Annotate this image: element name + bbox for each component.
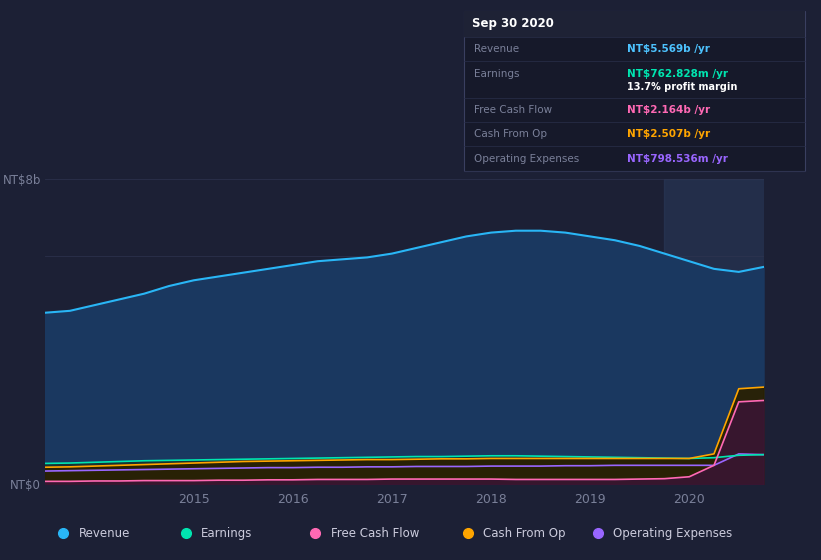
Text: 13.7% profit margin: 13.7% profit margin xyxy=(627,82,738,92)
Text: Revenue: Revenue xyxy=(79,527,130,540)
Text: Operating Expenses: Operating Expenses xyxy=(474,153,579,164)
Text: NT$5.569b /yr: NT$5.569b /yr xyxy=(627,44,710,54)
Text: Revenue: Revenue xyxy=(474,44,519,54)
Text: Free Cash Flow: Free Cash Flow xyxy=(331,527,419,540)
Bar xyxy=(664,179,813,484)
Text: Cash From Op: Cash From Op xyxy=(484,527,566,540)
Text: NT$2.507b /yr: NT$2.507b /yr xyxy=(627,129,710,139)
Text: Sep 30 2020: Sep 30 2020 xyxy=(472,17,554,30)
Text: Free Cash Flow: Free Cash Flow xyxy=(474,105,552,115)
Text: Earnings: Earnings xyxy=(201,527,252,540)
Text: Operating Expenses: Operating Expenses xyxy=(613,527,732,540)
Text: NT$762.828m /yr: NT$762.828m /yr xyxy=(627,69,728,79)
Text: Earnings: Earnings xyxy=(474,69,519,79)
Text: NT$798.536m /yr: NT$798.536m /yr xyxy=(627,153,728,164)
Text: NT$2.164b /yr: NT$2.164b /yr xyxy=(627,105,710,115)
Text: Cash From Op: Cash From Op xyxy=(474,129,547,139)
